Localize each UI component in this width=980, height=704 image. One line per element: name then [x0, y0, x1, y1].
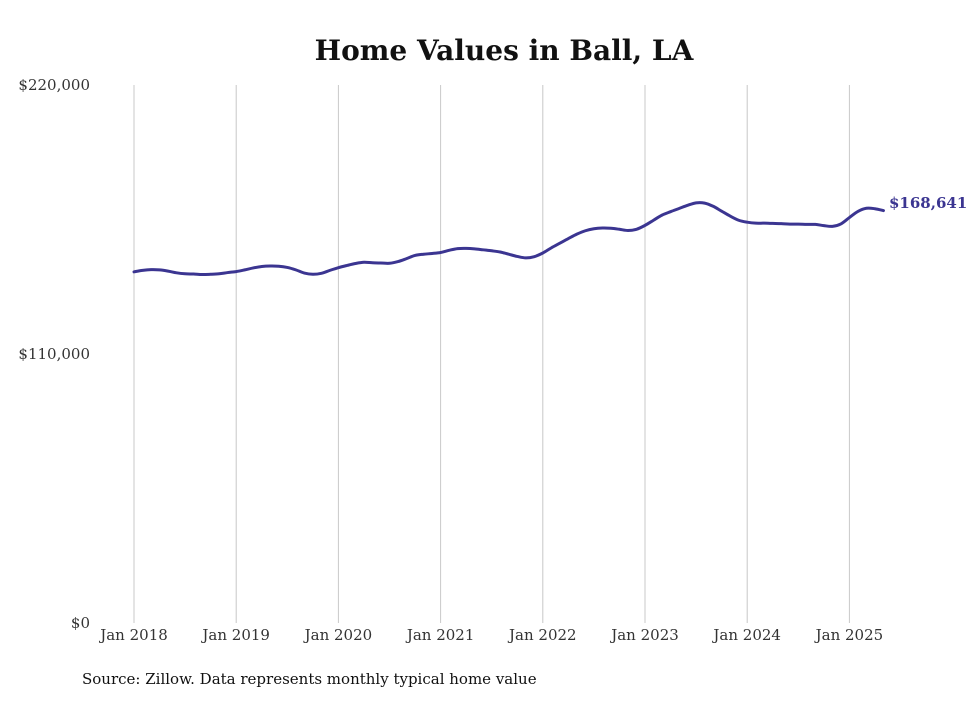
x-tick-label-5: Jan 2023	[609, 626, 679, 644]
x-tick-label-7: Jan 2025	[814, 626, 884, 644]
x-tick-label-3: Jan 2021	[405, 626, 475, 644]
chart-title: Home Values in Ball, LA	[315, 34, 695, 67]
y-tick-label-0: $0	[71, 614, 90, 632]
x-tick-label-4: Jan 2022	[507, 626, 577, 644]
x-tick-label-2: Jan 2020	[303, 626, 373, 644]
last-value-label: $168,641	[889, 194, 967, 212]
x-tick-label-6: Jan 2024	[711, 626, 781, 644]
vertical-gridlines	[133, 85, 850, 623]
series-layer	[132, 201, 885, 277]
x-axis-tick-labels: Jan 2018 Jan 2019 Jan 2020 Jan 2021 Jan 2022…	[98, 626, 883, 644]
x-tick-label-0: Jan 2018	[98, 626, 168, 644]
y-axis-tick-labels: $0 $110,000 $220,000	[18, 76, 90, 632]
x-tick-label-1: Jan 2019	[200, 626, 270, 644]
source-note: Source: Zillow. Data represents monthly …	[82, 670, 537, 688]
y-tick-label-2: $220,000	[18, 76, 90, 94]
y-tick-label-1: $110,000	[18, 345, 90, 363]
series-line-0	[132, 201, 885, 277]
